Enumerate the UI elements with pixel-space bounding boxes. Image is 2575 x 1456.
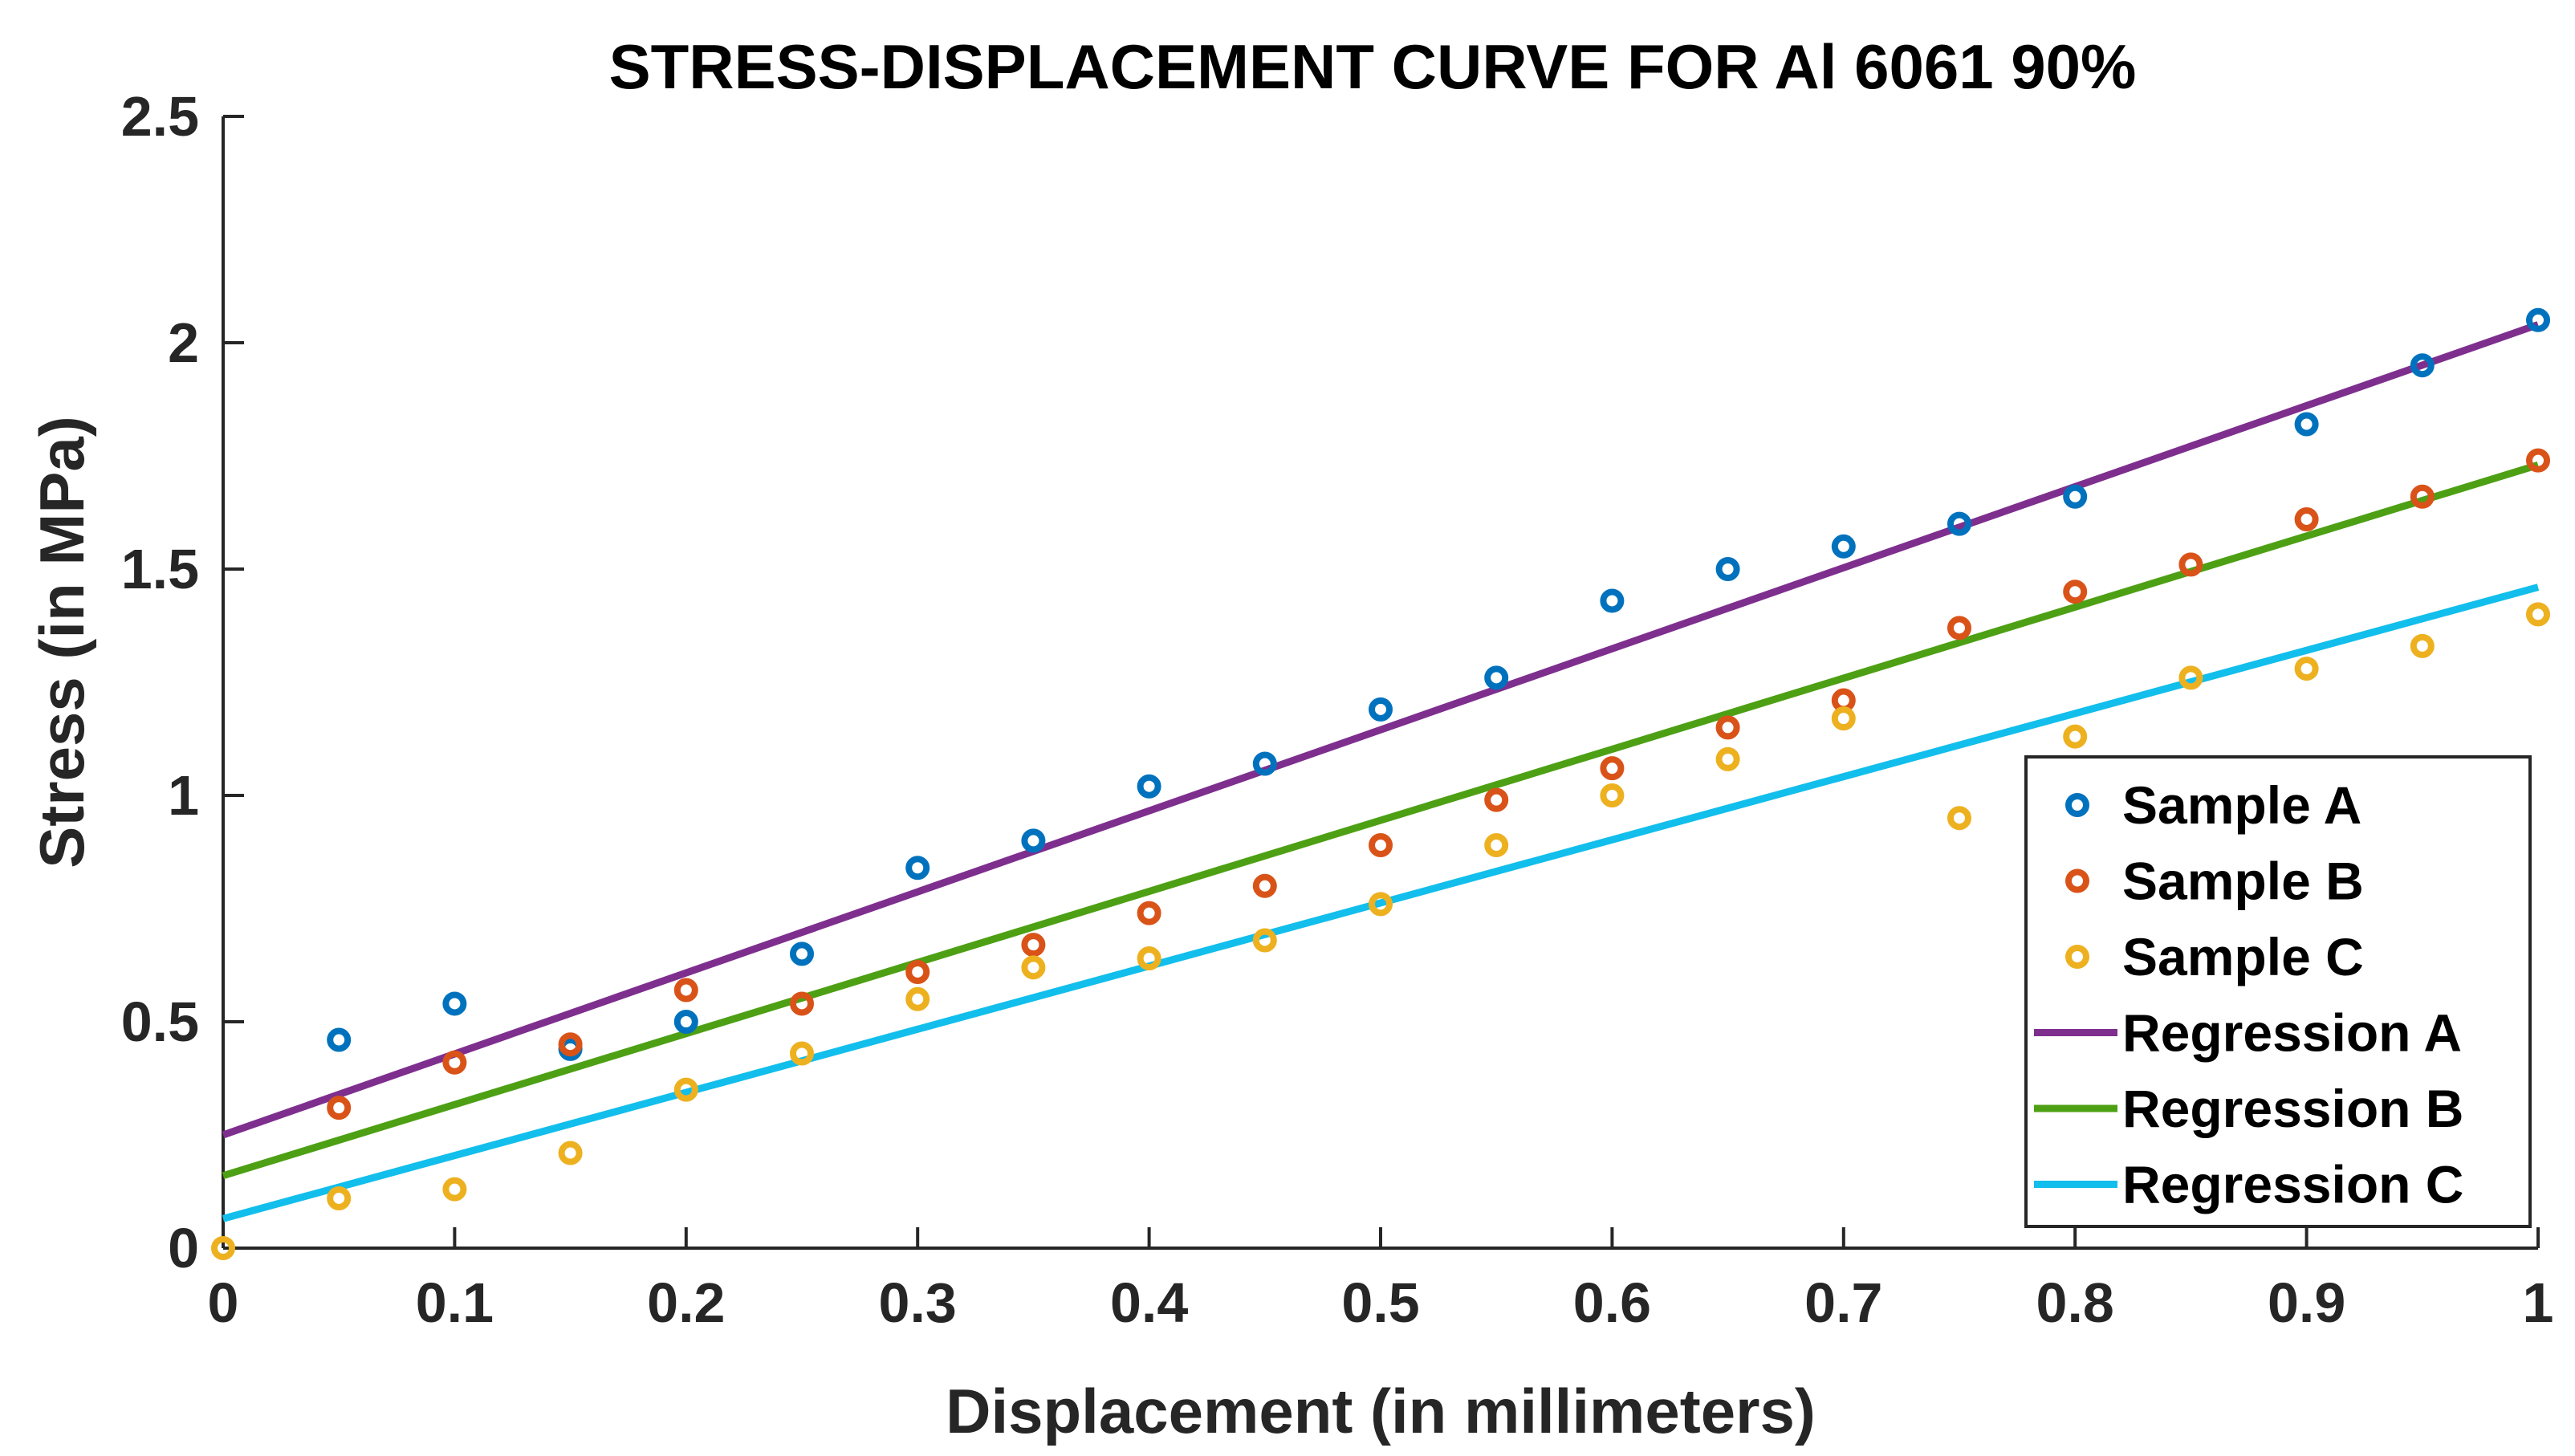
sample-a-point [1831, 534, 1856, 559]
sample-b-point [790, 991, 814, 1016]
y-tick-label: 2 [168, 311, 199, 374]
y-tick-label: 0 [168, 1217, 199, 1279]
sample-c-point [1369, 892, 1393, 917]
y-tick-label: 0.5 [121, 990, 199, 1053]
sample-c-point [673, 1077, 698, 1102]
sample-c-point [2063, 724, 2088, 749]
sample-b-point [1600, 756, 1625, 781]
sample-a-point [1715, 557, 1740, 581]
sample-b-point [1484, 787, 1509, 812]
y-tick-label: 1.5 [121, 538, 199, 600]
chart-title: STRESS-DISPLACEMENT CURVE FOR Al 6061 90… [609, 31, 2137, 102]
sample-a-point [327, 1027, 352, 1052]
sample-a-point [905, 856, 930, 881]
sample-c-point [2526, 602, 2550, 627]
sample-a-legend-label: Sample A [2122, 775, 2361, 835]
sample-c-point [1831, 706, 1856, 731]
legend: Sample A Sample B Sample C Regression A Regr… [2024, 755, 2532, 1228]
sample-b-point [1252, 873, 1277, 898]
legend-box [2024, 755, 2532, 1228]
sample-b-point [327, 1096, 352, 1120]
sample-b-point [673, 978, 698, 1003]
x-tick-label: 1 [2523, 1271, 2554, 1334]
sample-b-point [2294, 506, 2319, 531]
x-tick-label: 0.6 [1573, 1271, 1651, 1334]
sample-c-point [558, 1141, 583, 1165]
regression-a-line [222, 321, 2540, 1139]
sample-b-point [1715, 715, 1740, 740]
sample-c-point [1600, 783, 1625, 807]
x-tick-label: 0 [208, 1271, 239, 1334]
sample-c-point [2178, 665, 2203, 690]
sample-b-legend-label: Sample B [2122, 852, 2364, 911]
sample-c-point [2294, 657, 2319, 681]
sample-c-legend-marker [2065, 945, 2089, 969]
sample-a-point [442, 991, 467, 1016]
x-tick-label: 0.1 [416, 1271, 494, 1334]
sample-c-point [1947, 806, 1971, 831]
sample-a-point [2294, 412, 2319, 437]
axes: 0 0.1 0.2 0.3 0.4 0.5 0.6 0.7 0.8 0.9 1 0 0.5 1 1.5 2 2.… [121, 85, 2554, 1334]
sample-a-point [2063, 484, 2088, 509]
sample-b-point [905, 959, 930, 984]
sample-c-point [1021, 955, 1046, 980]
sample-b-point [2410, 484, 2435, 509]
sample-b-point [442, 1050, 467, 1075]
x-tick-label: 0.4 [1110, 1271, 1188, 1334]
y-tick-label: 2.5 [121, 85, 199, 148]
sample-c-point [1137, 946, 1161, 971]
regression-b-line [222, 461, 2540, 1180]
sample-a-point [1484, 665, 1509, 690]
sample-b-point [1137, 901, 1161, 925]
sample-b-point [1369, 833, 1393, 858]
sample-c-point [442, 1177, 467, 1202]
sample-c-legend-label: Sample C [2122, 927, 2364, 986]
y-tick-label: 1 [168, 764, 199, 827]
sample-a-point [1021, 828, 1046, 853]
sample-b-point [1947, 616, 1971, 641]
x-axis-label: Displacement (in millimeters) [946, 1376, 1816, 1446]
y-axis-label: Stress (in MPa) [26, 416, 97, 868]
regression-b-legend-label: Regression B [2122, 1079, 2463, 1138]
sample-b-point [2178, 552, 2203, 577]
regression-lines [222, 321, 2540, 1222]
sample-a-point [1369, 697, 1393, 722]
x-tick-label: 0.7 [1804, 1271, 1882, 1334]
sample-b-legend-marker [2065, 868, 2089, 893]
sample-c-point [1252, 928, 1277, 953]
sample-c-point [790, 1041, 814, 1066]
sample-b-point [2526, 448, 2550, 473]
regression-c-legend-label: Regression C [2122, 1155, 2463, 1214]
sample-a-point [790, 942, 814, 966]
x-tick-label: 0.5 [1341, 1271, 1419, 1334]
sample-c-point [211, 1236, 235, 1260]
sample-a-legend-marker [2065, 793, 2089, 817]
x-tick-label: 0.9 [2268, 1271, 2345, 1334]
sample-c-point [2410, 633, 2435, 658]
regression-c-line [222, 584, 2540, 1222]
regression-a-legend-label: Regression A [2122, 1003, 2462, 1063]
sample-c-point [327, 1186, 352, 1210]
sample-a-point [1600, 588, 1625, 613]
sample-a-point [673, 1010, 698, 1034]
scatter-points [211, 307, 2550, 1260]
sample-c-point [905, 986, 930, 1011]
sample-b-point [1021, 933, 1046, 958]
sample-b-point [558, 1032, 583, 1057]
sample-b-point [2063, 580, 2088, 604]
sample-a-point [1252, 751, 1277, 776]
sample-a-point [2410, 353, 2435, 378]
sample-a-point [1137, 774, 1161, 799]
sample-c-point [1715, 746, 1740, 771]
sample-a-point [2526, 307, 2550, 332]
x-tick-label: 0.3 [879, 1271, 957, 1334]
sample-a-point [1947, 511, 1971, 536]
x-tick-label: 0.8 [2036, 1271, 2114, 1334]
sample-c-point [1484, 833, 1509, 858]
x-tick-label: 0.2 [647, 1271, 725, 1334]
